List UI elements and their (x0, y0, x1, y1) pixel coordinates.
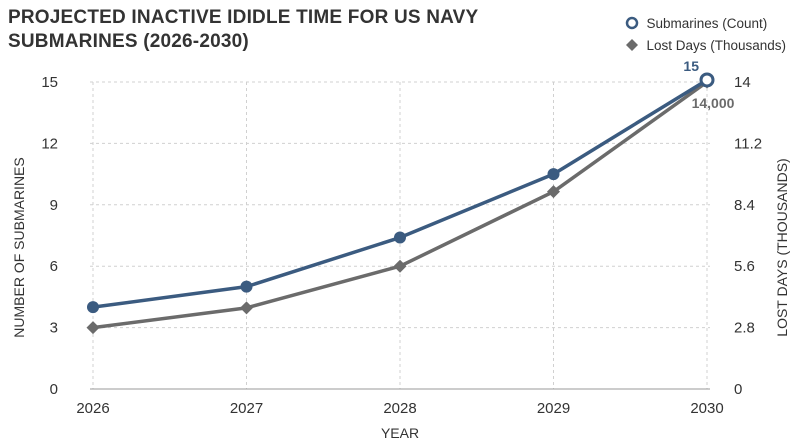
x-tick-label: 2029 (537, 400, 570, 417)
y-right-tick-label: 0 (734, 381, 742, 398)
x-tick-label: 2028 (383, 400, 416, 417)
data-point-submarines (87, 301, 99, 314)
y-right-tick-label: 5.6 (734, 258, 755, 275)
data-point-submarines (547, 168, 560, 181)
y-left-tick-label: 0 (50, 381, 58, 398)
data-point-submarines (240, 280, 253, 293)
legend: Submarines (Count) Lost Days (Thousands) (625, 12, 786, 56)
x-tick-label: 2030 (690, 400, 723, 417)
legend-item-lost-days: Lost Days (Thousands) (625, 34, 786, 56)
legend-label-lost-days: Lost Days (Thousands) (646, 37, 786, 53)
y-right-tick-label: 14 (734, 74, 751, 91)
y-right-tick-label: 8.4 (734, 197, 755, 214)
y-left-tick-label: 6 (50, 258, 58, 275)
y-right-tick-label: 11.2 (734, 135, 762, 152)
y-right-tick-label: 2.8 (734, 320, 755, 337)
diamond-marker-icon (626, 39, 639, 51)
circle-marker-icon (626, 16, 639, 30)
data-labels: 15 14,000 (683, 58, 734, 111)
data-point-lost-days (547, 185, 560, 199)
y-left-tick-label: 15 (41, 74, 58, 91)
legend-item-submarines: Submarines (Count) (625, 12, 786, 34)
chart-title: PROJECTED INACTIVE IDIDLE TIME FOR US NA… (8, 6, 528, 54)
chart-title-line-1: PROJECTED INACTIVE IDIDLE TIME FOR US NA… (8, 7, 479, 28)
y-axis-left-title: NUMBER OF SUBMARINES (11, 157, 27, 337)
chart-title-line-2: SUBMARINES (2026-2030) (8, 31, 249, 52)
axes: 0 0 3 2.8 6 5.6 9 8.4 12 11.2 15 14 2026 2027 2028 2029… (41, 74, 762, 417)
y-axis-right-title: LOST DAYS (THOUSANDS) (774, 158, 790, 336)
y-left-tick-label: 9 (50, 197, 58, 214)
y-left-tick-label: 3 (50, 320, 58, 337)
data-point-submarines (394, 231, 406, 244)
data-point-lost-days (240, 301, 253, 315)
y-left-tick-label: 12 (41, 135, 58, 152)
data-label: 14,000 (692, 95, 735, 111)
data-label: 15 (683, 58, 699, 74)
data-point-lost-days (393, 259, 407, 273)
series (86, 72, 715, 335)
data-point-lost-days (86, 321, 100, 335)
x-tick-label: 2026 (76, 400, 109, 417)
x-axis-title: YEAR (381, 425, 419, 441)
data-point-submarines (699, 72, 715, 88)
legend-label-submarines: Submarines (Count) (646, 15, 768, 31)
x-tick-label: 2027 (230, 400, 263, 417)
